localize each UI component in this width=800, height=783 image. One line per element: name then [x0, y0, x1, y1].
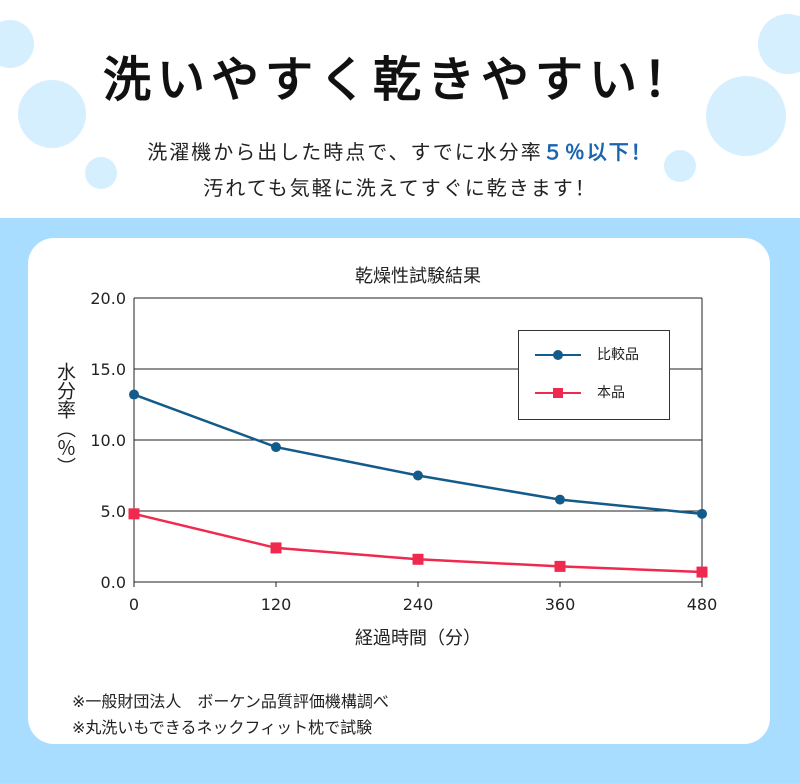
data-point: [412, 553, 424, 565]
circle-marker-icon: [553, 350, 563, 360]
data-point: [129, 389, 139, 400]
subheadline-highlight: ５％以下！: [542, 140, 653, 164]
tick-labels: 0.0 5.0 10.0 15.0 20.0 0 120 240 360 480: [90, 289, 717, 614]
legend-item-comparison: 比較品: [519, 345, 671, 365]
y-tick-label: 5.0: [101, 502, 126, 521]
data-series: [128, 389, 708, 578]
x-tick-label: 120: [261, 595, 292, 614]
data-point: [128, 508, 140, 520]
footnote: ※一般財団法人 ボーケン品質評価機構調べ: [72, 692, 389, 711]
data-point: [554, 560, 566, 572]
x-tick-label: 480: [687, 595, 718, 614]
x-tick-label: 240: [403, 595, 434, 614]
chart-card: [28, 238, 770, 744]
x-tick-label: 360: [545, 595, 576, 614]
legend-label: 本品: [597, 385, 625, 401]
y-tick-label: 15.0: [90, 360, 126, 379]
decorative-bubble: [706, 76, 786, 156]
legend-item-product: 本品: [519, 383, 671, 403]
footnote: ※丸洗いもできるネックフィット枕で試験: [72, 718, 373, 737]
x-tick-label: 0: [129, 595, 139, 614]
data-point: [555, 494, 565, 505]
decorative-bubble: [758, 14, 800, 74]
y-tick-label: 20.0: [90, 289, 126, 308]
y-tick-label: 10.0: [90, 431, 126, 450]
chart-legend: 比較品 本品: [518, 330, 670, 420]
decorative-bubble: [664, 150, 696, 182]
decorative-bubble: [85, 157, 117, 189]
headline: 洗いやすく乾きやすい！: [102, 52, 697, 108]
subheadline-text: 洗濯機から出した時点で、すでに水分率: [147, 140, 543, 164]
data-point: [413, 470, 423, 481]
x-axis-label: 経過時間（分）: [355, 628, 481, 649]
data-point: [696, 566, 708, 578]
subheadline-line2: 汚れても気軽に洗えてすぐに乾きます！: [203, 176, 597, 200]
data-point: [697, 508, 707, 519]
data-point: [270, 542, 282, 554]
data-point: [271, 442, 281, 453]
subheadline-line1: 洗濯機から出した時点で、すでに水分率５％以下！: [0, 136, 800, 165]
y-tick-label: 0.0: [101, 573, 126, 592]
y-axis-label: 水分率（％）: [54, 362, 76, 476]
chart-title: 乾燥性試験結果: [355, 266, 481, 287]
square-marker-icon: [553, 388, 563, 398]
legend-label: 比較品: [597, 347, 639, 363]
header-section: 洗いやすく乾きやすい！ 洗濯機から出した時点で、すでに水分率５％以下！ 汚れても…: [0, 0, 800, 218]
decorative-bubble: [18, 80, 86, 148]
